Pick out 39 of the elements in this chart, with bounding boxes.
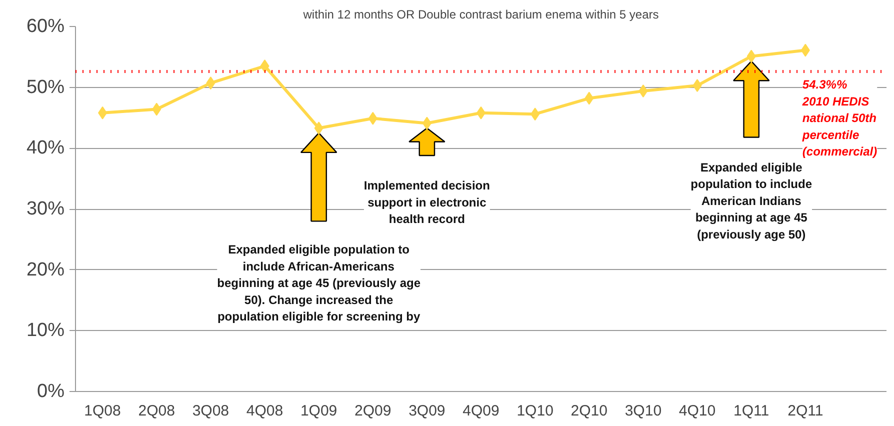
x-tick-label: 4Q08: [246, 402, 284, 420]
point: [800, 44, 810, 57]
x-tick-label: 2Q09: [354, 402, 392, 420]
point: [98, 106, 108, 120]
y-tick-label: 60%: [26, 16, 65, 37]
x-tick-label: 1Q09: [300, 402, 338, 420]
x-tick-label: 3Q10: [624, 402, 662, 420]
y-tick-label: 40%: [26, 138, 65, 159]
x-tick-label: 1Q10: [516, 402, 554, 420]
chart-title: within 12 months OR Double contrast barium enema within 5 years: [302, 8, 659, 22]
point: [152, 102, 162, 116]
x-tick-label: 2Q08: [138, 402, 175, 420]
annotation: Implemented decision support in electronic health record: [364, 178, 490, 226]
y-tick-label: 0%: [37, 381, 65, 402]
ref-line-label: 54.3%% 2010 HEDIS national 50th percentile (commercial): [801, 78, 878, 159]
point: [746, 50, 756, 63]
x-tick-label: 2Q10: [570, 402, 608, 420]
y-tick-label: 50%: [26, 76, 65, 98]
y-tick-label: 30%: [26, 198, 65, 220]
point: [692, 79, 702, 92]
annotation: Expanded eligible population to include American Indians beginning at age 45 (previously age 50): [690, 160, 812, 242]
point: [314, 122, 324, 135]
y-tick-label: 20%: [26, 259, 65, 280]
x-tick-label: 3Q09: [408, 402, 446, 420]
x-tick-label: 4Q09: [462, 402, 500, 420]
x-tick-label: 2Q11: [788, 402, 824, 420]
x-tick-label: 3Q08: [192, 402, 230, 420]
point: [584, 92, 594, 105]
point: [638, 84, 648, 98]
point: [530, 108, 540, 121]
x-tick-label: 1Q11: [734, 402, 770, 420]
point: [368, 112, 378, 125]
point: [260, 60, 270, 73]
point: [206, 76, 216, 90]
x-tick-label: 1Q08: [84, 402, 121, 420]
annotation: Expanded eligible population to include African-Americans beginning at age 45 (previously age 50). Change increased the population eligible for screening by: [217, 242, 421, 324]
point: [422, 116, 432, 130]
y-tick-label: 10%: [26, 320, 65, 342]
x-tick-label: 4Q10: [678, 402, 716, 420]
